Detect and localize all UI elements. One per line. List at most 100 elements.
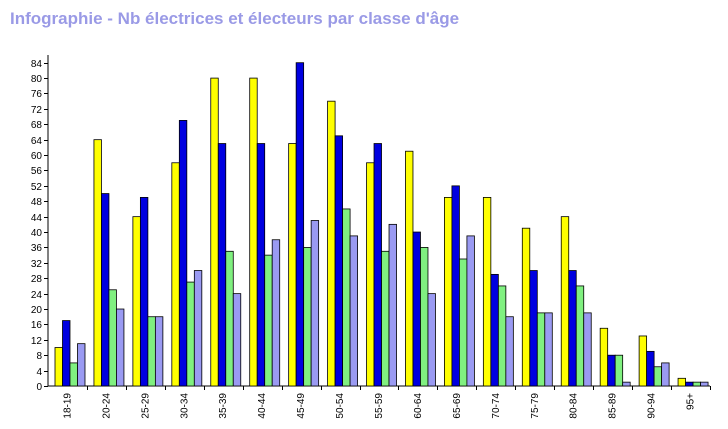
- y-tick-label: 72: [31, 105, 43, 116]
- bar: [427, 293, 436, 387]
- bar: [349, 235, 358, 387]
- x-tick-label: 35-39: [218, 393, 229, 419]
- y-tick-label: 52: [31, 182, 43, 193]
- bar: [536, 312, 546, 387]
- x-tick-label: 85-89: [608, 393, 619, 419]
- bar: [560, 216, 570, 387]
- bar: [685, 381, 694, 387]
- x-tick-label: 75-79: [530, 393, 541, 419]
- bar: [193, 270, 203, 387]
- bar: [692, 381, 701, 387]
- bar: [54, 347, 63, 387]
- bar: [295, 62, 305, 387]
- bar: [700, 381, 709, 387]
- bar: [139, 197, 149, 387]
- bar: [614, 354, 624, 387]
- bar: [154, 316, 164, 387]
- y-tick-label: 60: [31, 151, 43, 162]
- bar: [256, 143, 266, 387]
- bar: [62, 320, 71, 387]
- bar: [497, 285, 507, 387]
- x-tick-label: 18-19: [62, 393, 73, 419]
- bar: [444, 197, 453, 387]
- bar: [116, 308, 125, 387]
- bar: [147, 316, 156, 387]
- x-tick-label: 20-24: [101, 393, 112, 419]
- bar: [677, 377, 686, 387]
- y-tick-label: 20: [31, 305, 43, 316]
- bar: [653, 366, 663, 387]
- bar: [412, 231, 421, 387]
- bar: [490, 273, 499, 387]
- bar: [342, 208, 351, 387]
- bar: [607, 354, 616, 387]
- bar: [366, 162, 375, 387]
- bar: [466, 235, 475, 387]
- bar: [638, 335, 648, 387]
- bar: [529, 270, 538, 387]
- bar: [225, 250, 234, 387]
- bar: [69, 362, 78, 387]
- y-tick-label: 84: [31, 59, 43, 70]
- bar: [288, 143, 297, 387]
- bar: [622, 381, 631, 387]
- bar: [505, 316, 514, 387]
- bar: [544, 312, 553, 387]
- bar: [217, 143, 227, 387]
- y-tick-label: 0: [36, 382, 42, 393]
- bar: [178, 120, 188, 387]
- x-tick-label: 65-69: [452, 393, 463, 419]
- y-tick-label: 56: [31, 166, 43, 177]
- chart-title: Infographie - Nb électrices et électeurs…: [10, 9, 460, 28]
- y-tick-label: 28: [31, 274, 43, 285]
- bar: [373, 143, 382, 387]
- bar: [171, 162, 180, 387]
- x-tick-label: 45-49: [296, 393, 307, 419]
- bar: [77, 343, 86, 387]
- y-tick-label: 48: [31, 197, 43, 208]
- bar: [310, 220, 320, 387]
- y-tick-label: 12: [31, 336, 43, 347]
- bar: [334, 135, 343, 387]
- x-tick-label: 60-64: [413, 393, 424, 419]
- bar: [327, 100, 336, 387]
- x-tick-label: 70-74: [491, 393, 502, 419]
- bar: [271, 239, 281, 387]
- x-tick-label: 80-84: [569, 393, 580, 419]
- y-tick-label: 32: [31, 259, 43, 270]
- bar: [93, 139, 102, 387]
- bar: [451, 185, 460, 387]
- x-tick-label: 90-94: [647, 393, 658, 419]
- x-tick-label: 25-29: [140, 393, 151, 419]
- bar: [186, 281, 195, 387]
- bar: [575, 285, 585, 387]
- bar: [583, 312, 592, 387]
- y-tick-label: 64: [31, 136, 43, 147]
- bar: [459, 258, 468, 387]
- bar: [264, 254, 273, 387]
- bar: [568, 270, 577, 387]
- x-tick-label: 55-59: [374, 393, 385, 419]
- bar: [108, 289, 117, 387]
- bar: [388, 223, 397, 387]
- bar: [101, 193, 110, 387]
- bar: [405, 150, 414, 387]
- x-tick-label: 95+: [686, 393, 697, 410]
- bar: [599, 327, 609, 387]
- bar: [661, 362, 670, 387]
- bar: [210, 77, 219, 387]
- x-tick-label: 40-44: [257, 393, 268, 419]
- bar: [232, 293, 242, 387]
- y-tick-label: 76: [31, 89, 43, 100]
- bar: [420, 247, 429, 387]
- y-tick-label: 16: [31, 320, 43, 331]
- y-tick-label: 8: [36, 351, 42, 362]
- x-tick-label: 30-34: [179, 393, 190, 419]
- y-tick-label: 80: [31, 74, 43, 85]
- y-tick-label: 68: [31, 120, 43, 131]
- bar: [521, 227, 531, 387]
- x-tick-label: 50-54: [335, 393, 346, 419]
- bar: [132, 216, 141, 387]
- y-tick-label: 24: [31, 290, 43, 301]
